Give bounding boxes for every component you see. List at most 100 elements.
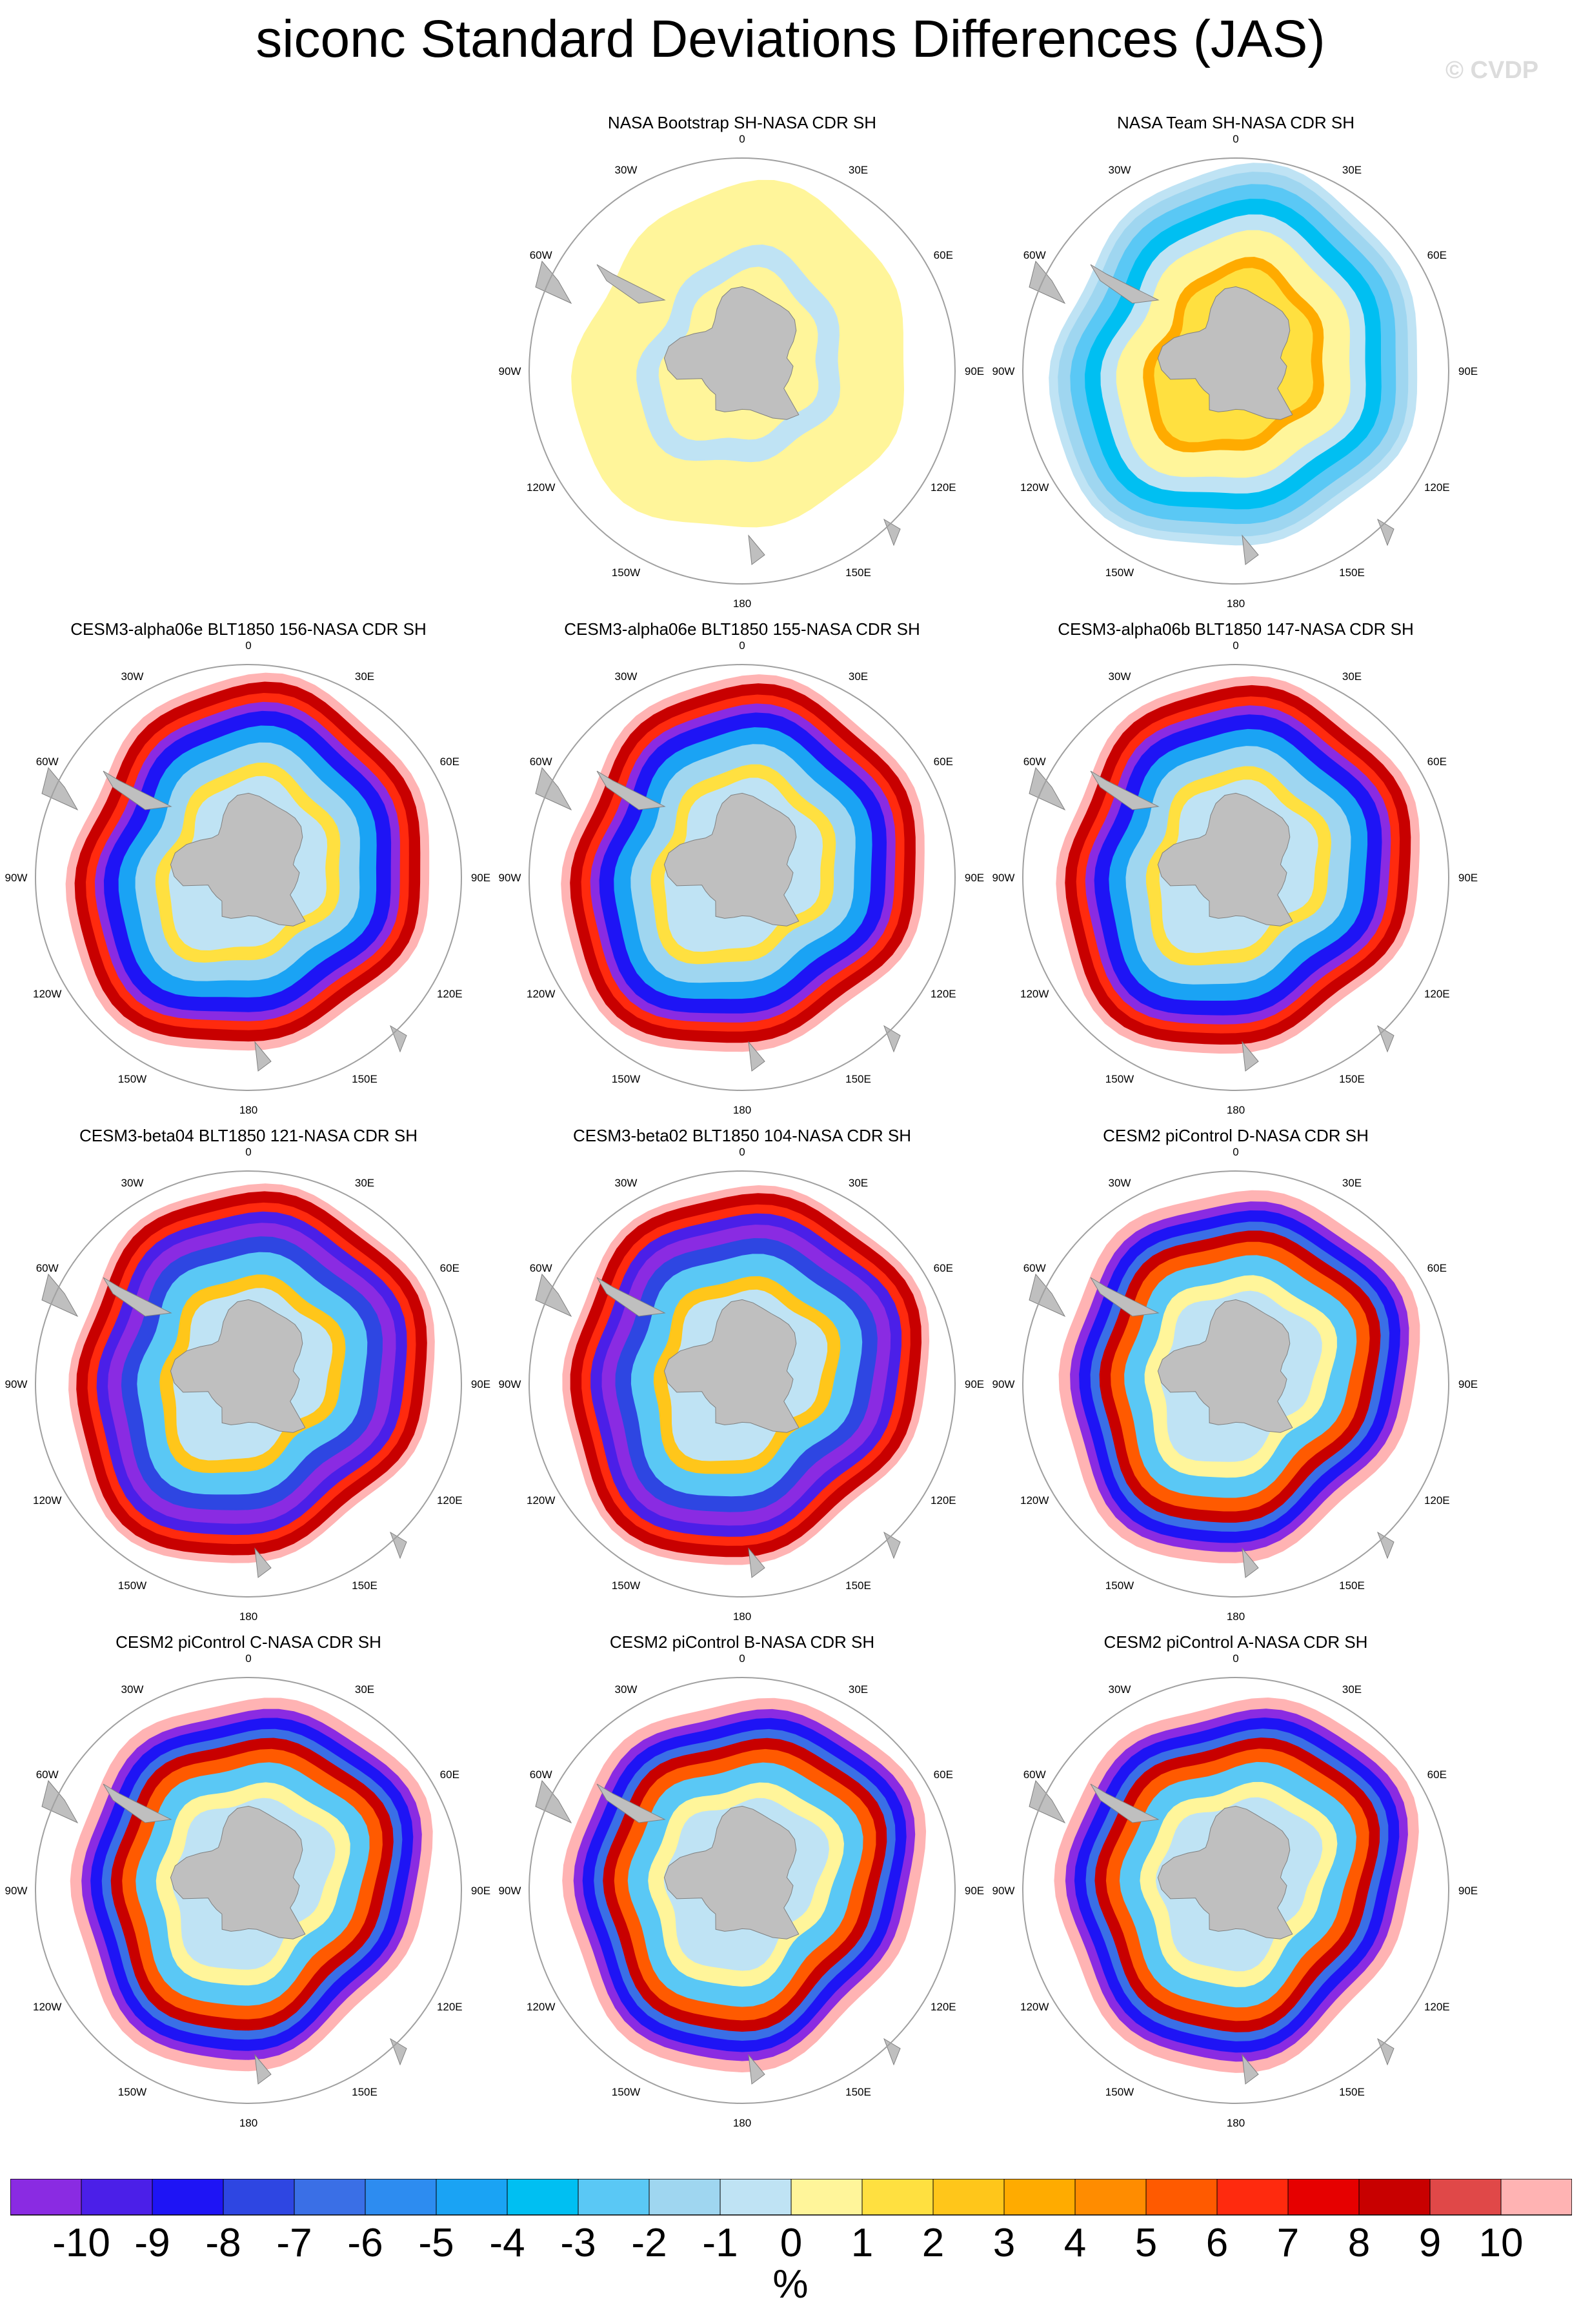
lon-label: 0 xyxy=(739,639,745,652)
colorbar-tick-label: 4 xyxy=(1064,2221,1086,2263)
new-zealand-land xyxy=(748,1041,765,1072)
colorbar-tick-label: -4 xyxy=(489,2221,525,2263)
colorbar-tick-label: 6 xyxy=(1206,2221,1228,2263)
polar-map: 0 30E 60E 90E 120E 150E 180 150W 120W 90W 60W 30W xyxy=(499,1146,985,1623)
lon-label: 30W xyxy=(615,1683,638,1696)
colorbar-tick-label: -3 xyxy=(560,2221,596,2263)
lon-label: 90E xyxy=(965,872,984,884)
lon-label: 150W xyxy=(612,1073,640,1085)
tasmania-land xyxy=(390,2038,407,2066)
lon-label: 90W xyxy=(992,872,1015,884)
tasmania-land xyxy=(883,2038,901,2066)
tasmania-land xyxy=(883,518,901,546)
map-boundary xyxy=(35,664,462,1091)
page-title: siconc Standard Deviations Differences (… xyxy=(256,10,1325,68)
lon-label: 150W xyxy=(1105,1579,1134,1592)
antarctic-peninsula xyxy=(596,770,666,810)
lon-label: 0 xyxy=(739,1146,745,1158)
panel-title: CESM3-beta04 BLT1850 121-NASA CDR SH xyxy=(79,1126,418,1145)
panel-title: NASA Bootstrap SH-NASA CDR SH xyxy=(607,113,877,132)
lon-label: 60E xyxy=(934,1768,953,1781)
tasmania-land xyxy=(1377,1531,1395,1559)
lon-label: 60E xyxy=(440,756,459,768)
map-panel: CESM2 piControl B-NASA CDR SH 0 30E 60E 90E 1… xyxy=(494,1632,991,2136)
map-panel: NASA Team SH-NASA CDR SH 0 30E 60E 90E 120E 15… xyxy=(987,113,1484,616)
lon-label: 90E xyxy=(471,1378,490,1390)
lon-label: 150E xyxy=(1339,566,1365,579)
map-boundary xyxy=(35,1677,462,2104)
lon-label: 150W xyxy=(118,1579,146,1592)
map-panel: CESM2 piControl D-NASA CDR SH 0 30E 60E 90E 1… xyxy=(987,1126,1484,1629)
colorbar-swatch xyxy=(1359,2179,1431,2215)
polar-map: 0 30E 60E 90E 120E 150E 180 150W 120W 90W 60W 30W xyxy=(499,1652,985,2129)
lon-label: 150W xyxy=(1105,1073,1134,1085)
colorbar-tick-label: 8 xyxy=(1348,2221,1370,2263)
new-zealand-land xyxy=(1242,1041,1259,1072)
lon-label: 90W xyxy=(499,872,521,884)
colorbar-swatch xyxy=(720,2179,792,2215)
lon-label: 150W xyxy=(118,1073,146,1085)
lon-label: 60W xyxy=(1023,756,1046,768)
lon-label: 120W xyxy=(1020,1494,1049,1507)
lon-label: 60E xyxy=(1427,249,1447,261)
lon-label: 150E xyxy=(352,1579,378,1592)
lon-label: 30W xyxy=(121,1177,144,1189)
lon-label: 30W xyxy=(121,1683,144,1696)
tasmania-land xyxy=(1377,1025,1395,1053)
lon-label: 0 xyxy=(245,1652,251,1665)
lon-label: 120E xyxy=(1424,2001,1450,2013)
lon-label: 180 xyxy=(733,1610,751,1623)
colorbar-swatch xyxy=(1075,2179,1147,2215)
lon-label: 0 xyxy=(245,639,251,652)
panel-title: NASA Team SH-NASA CDR SH xyxy=(1117,113,1354,132)
south-america-land xyxy=(41,1779,79,1824)
antarctic-peninsula xyxy=(103,1783,172,1823)
lon-label: 0 xyxy=(739,133,745,145)
map-boundary xyxy=(1022,1170,1449,1598)
lon-label: 150W xyxy=(118,2086,146,2098)
colorbar-tick-label: 5 xyxy=(1135,2221,1157,2263)
lon-label: 150E xyxy=(845,1073,871,1085)
map-panel: CESM3-alpha06e BLT1850 156-NASA CDR SH 0 3… xyxy=(0,619,497,1123)
polar-map: 0 30E 60E 90E 120E 150E 180 150W 120W 90W 60W 30W xyxy=(992,133,1478,610)
colorbar-tick-label: -1 xyxy=(702,2221,738,2263)
new-zealand-land xyxy=(748,1547,765,1578)
antarctic-peninsula xyxy=(1090,770,1160,810)
antarctic-peninsula xyxy=(596,264,666,304)
map-boundary xyxy=(1022,157,1449,585)
lon-label: 120E xyxy=(931,1494,956,1507)
antarctica-land xyxy=(170,792,306,927)
new-zealand-land xyxy=(254,2054,272,2085)
lon-label: 0 xyxy=(1233,1652,1238,1665)
lon-label: 30W xyxy=(1109,670,1131,683)
lon-label: 120E xyxy=(1424,1494,1450,1507)
colorbar-tick-label: 0 xyxy=(780,2221,802,2263)
antarctica-land xyxy=(663,1299,800,1433)
map-panel: CESM3-beta04 BLT1850 121-NASA CDR SH 0 30E… xyxy=(0,1126,497,1629)
lon-label: 120W xyxy=(1020,2001,1049,2013)
lon-label: 60W xyxy=(1023,249,1046,261)
lon-label: 150E xyxy=(1339,1073,1365,1085)
lon-label: 30E xyxy=(849,1683,868,1696)
lon-label: 90W xyxy=(5,1885,28,1897)
map-boundary xyxy=(1022,664,1449,1091)
lon-label: 150W xyxy=(1105,2086,1134,2098)
lon-label: 120E xyxy=(931,988,956,1000)
colorbar-tick-label: -10 xyxy=(52,2221,110,2263)
antarctica-land xyxy=(170,1299,306,1433)
tasmania-land xyxy=(390,1025,407,1053)
colorbar-tick-label: -5 xyxy=(418,2221,454,2263)
watermark: © CVDP xyxy=(1445,57,1539,84)
panel-title: CESM3-alpha06b BLT1850 147-NASA CDR SH xyxy=(1058,619,1414,639)
south-america-land xyxy=(41,1273,79,1317)
colorbar-tick-label: 7 xyxy=(1277,2221,1299,2263)
lon-label: 90E xyxy=(1458,365,1478,377)
tasmania-land xyxy=(883,1025,901,1053)
panel-title: CESM3-alpha06e BLT1850 156-NASA CDR SH xyxy=(70,619,427,639)
map-boundary xyxy=(1022,1677,1449,2104)
map-boundary xyxy=(529,664,956,1091)
colorbar-swatch xyxy=(223,2179,295,2215)
lon-label: 30E xyxy=(849,670,868,683)
antarctica-land xyxy=(663,286,800,420)
map-boundary xyxy=(529,1677,956,2104)
